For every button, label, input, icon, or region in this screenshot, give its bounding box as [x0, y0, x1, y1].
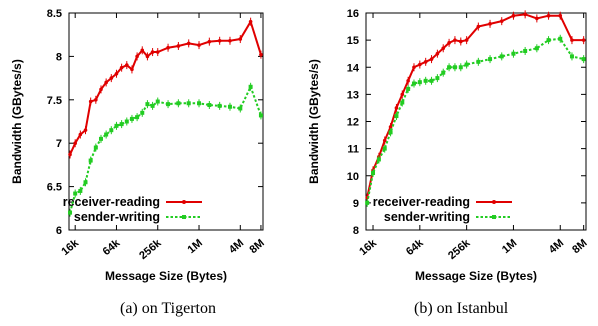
x-tick-label: 8M	[570, 237, 589, 256]
x-tick-label: 64k	[101, 237, 123, 259]
chart-panel-0: 6 6.5 7 7.5 8 8.5 16k 64k 256k 1M 4M 8M Message Size…	[10, 8, 267, 317]
legend-label: receiver-reading	[373, 195, 470, 209]
y-tick-label: 8	[56, 51, 62, 63]
legend-label: receiver-reading	[63, 195, 160, 209]
legend-label: sender-writing	[74, 210, 160, 224]
y-tick-label: 9	[353, 198, 359, 210]
x-tick-label: 1M	[186, 237, 205, 256]
y-tick-label: 7	[56, 138, 62, 150]
series-1: sender-writing	[68, 82, 263, 224]
series-0: receiver-reading	[63, 17, 263, 209]
x-tick-label: 64k	[404, 237, 426, 259]
x-tick-label: 256k	[446, 237, 473, 262]
y-tick-label: 8.5	[47, 8, 62, 20]
y-tick-label: 12	[347, 117, 359, 129]
y-tick-label: 13	[347, 89, 359, 101]
y-tick-label: 10	[347, 171, 359, 183]
x-tick-label: 4M	[227, 237, 246, 256]
x-tick-label: 8M	[247, 237, 266, 256]
figure-caption: (a) on Tigerton	[120, 300, 216, 317]
x-axis-label: Message Size (Bytes)	[415, 269, 537, 283]
legend-marker	[182, 215, 186, 219]
x-tick-label: 4M	[547, 237, 566, 256]
series-1: sender-writing	[365, 34, 586, 224]
x-tick-label: 16k	[59, 237, 81, 259]
legend-marker	[492, 200, 496, 204]
x-tick-label: 16k	[357, 237, 379, 259]
y-axis-label: Bandwidth (GBytes/s)	[10, 59, 24, 184]
series-line	[69, 19, 262, 155]
legend-marker	[182, 200, 186, 204]
series-line	[366, 13, 584, 198]
x-tick-label: 256k	[137, 237, 164, 262]
figure-caption: (b) on Istanbul	[414, 300, 509, 317]
series-line	[69, 84, 262, 213]
legend-marker	[492, 215, 496, 219]
y-tick-label: 15	[347, 35, 359, 47]
y-tick-label: 6	[56, 225, 62, 237]
y-tick-label: 14	[347, 62, 360, 74]
chart-panel-1: 8 9 10 11 12 13 14 15 16 16k 64k 256k 1M 4M 8M Message …	[307, 8, 590, 317]
series-0: receiver-reading	[365, 10, 586, 209]
x-axis-label: Message Size (Bytes)	[105, 269, 227, 283]
series-line	[366, 37, 584, 204]
x-tick-label: 1M	[500, 237, 519, 256]
legend-label: sender-writing	[384, 210, 470, 224]
y-axis-label: Bandwidth (GBytes/s)	[307, 59, 321, 184]
y-tick-label: 6.5	[47, 182, 62, 194]
y-tick-label: 16	[347, 8, 359, 20]
y-tick-label: 11	[347, 144, 359, 156]
y-tick-label: 7.5	[47, 95, 62, 107]
y-tick-label: 8	[353, 225, 359, 237]
plot-frame	[68, 12, 264, 231]
